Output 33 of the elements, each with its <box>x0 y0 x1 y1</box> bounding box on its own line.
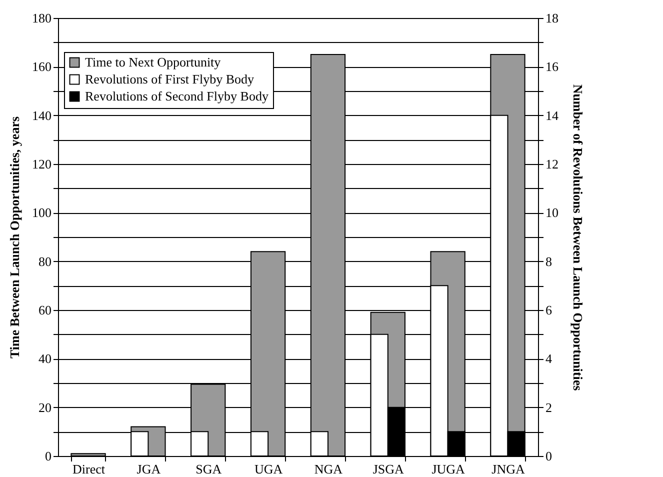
y2-tick-label: 16 <box>546 59 559 74</box>
x-tick-label: NGA <box>314 462 344 476</box>
x-tick-label: UGA <box>254 462 284 476</box>
y2-tick-label: 14 <box>546 108 559 123</box>
y-tick-label: 20 <box>38 400 52 415</box>
x-tick-label: JGA <box>136 462 162 476</box>
y2-tick-label: 10 <box>546 205 558 220</box>
x-tick-label: Direct <box>72 462 106 476</box>
y2-tick-label: 12 <box>546 156 558 172</box>
y-tick-label: 140 <box>32 108 52 123</box>
y2-axis-title: Number of Revolutions Between Launch Opportunities <box>570 84 586 391</box>
y-tick-label: 60 <box>38 302 52 318</box>
legend-label: Time to Next Opportunity <box>85 54 222 70</box>
x-tick-label: JSGA <box>372 462 405 476</box>
y2-tick-label: 8 <box>546 254 552 269</box>
y-tick-label: 120 <box>32 156 52 172</box>
legend-label: Revolutions of First Flyby Body <box>85 72 255 86</box>
y-tick-label: 40 <box>38 351 52 366</box>
y-axis-title: Time Between Launch Opportunities, years <box>7 116 22 359</box>
x-tick-label: JNGA <box>492 462 526 476</box>
legend-label: Revolutions of Second Flyby Body <box>85 88 269 104</box>
y-tick-label: 100 <box>32 205 52 220</box>
y2-tick-label: 0 <box>546 448 552 464</box>
x-tick-label: SGA <box>196 462 222 476</box>
x-tick-label: JUGA <box>432 462 466 476</box>
y-tick-label: 80 <box>38 254 52 269</box>
y2-tick-label: 18 <box>546 10 558 26</box>
y2-tick-label: 2 <box>546 400 552 415</box>
y-tick-label: 0 <box>45 448 52 464</box>
y-tick-label: 180 <box>32 10 52 26</box>
y2-tick-label: 4 <box>546 351 552 366</box>
y2-tick-label: 6 <box>546 302 552 318</box>
y-tick-label: 160 <box>32 59 52 74</box>
